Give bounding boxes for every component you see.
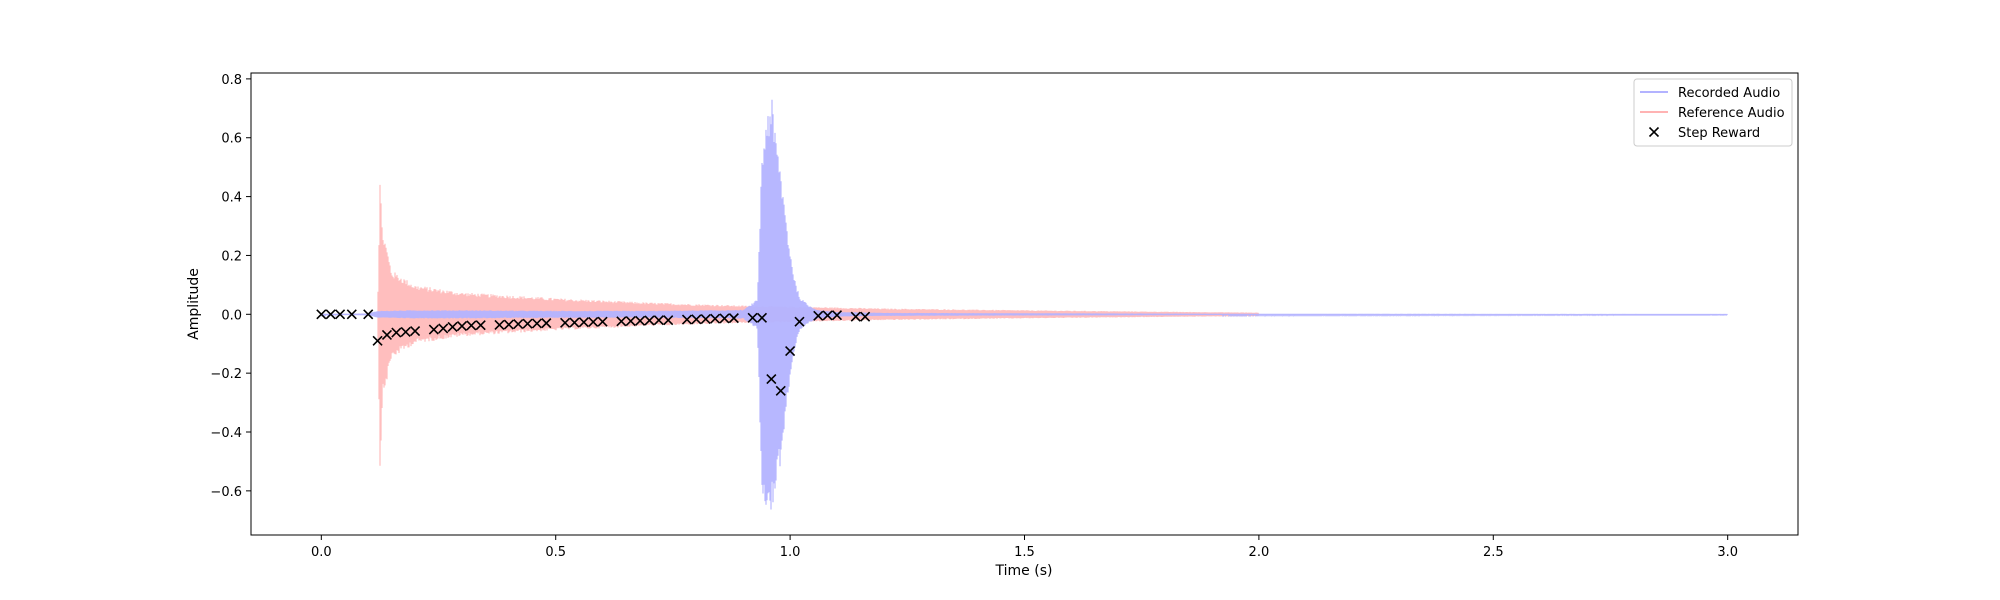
x-tick-label: 2.5 — [1483, 545, 1504, 560]
x-tick-label: 0.0 — [311, 545, 332, 560]
step-reward-point — [822, 310, 833, 321]
step-reward-point — [663, 315, 674, 326]
step-reward-point — [391, 327, 402, 338]
step-reward-point — [456, 321, 468, 332]
step-reward-point — [794, 316, 805, 327]
step-reward-point — [494, 319, 505, 330]
legend-label: Step Reward — [1678, 126, 1760, 141]
step-reward-point — [522, 318, 533, 329]
step-reward-point — [372, 335, 383, 346]
step-reward-point — [653, 315, 664, 326]
y-tick-label: 0.8 — [221, 73, 242, 88]
y-tick-label: −0.2 — [210, 367, 242, 382]
legend-marker-step-reward — [1648, 126, 1660, 138]
step-reward-point — [578, 317, 589, 328]
step-reward-point — [625, 316, 636, 327]
y-tick-label: −0.4 — [210, 426, 242, 441]
step-reward-point — [428, 324, 439, 335]
legend-label: Recorded Audio — [1678, 86, 1780, 101]
step-reward-point — [475, 320, 486, 331]
step-reward-point — [860, 311, 871, 322]
y-axis: −0.6 −0.4 −0.2 0.0 0.2 0.4 0.6 0.8 — [210, 73, 251, 500]
plot-data-area — [316, 99, 1728, 510]
legend-label: Reference Audio — [1678, 106, 1785, 121]
step-reward-point — [597, 316, 608, 327]
legend: Recorded Audio Reference Audio Step Reward — [1633, 78, 1793, 147]
legend-box — [1633, 78, 1793, 147]
step-reward-point — [747, 312, 758, 323]
step-reward-point — [588, 316, 599, 328]
x-tick-label: 1.5 — [1014, 545, 1035, 560]
step-reward-point — [775, 385, 786, 396]
step-reward-point — [335, 309, 346, 320]
step-reward-point — [466, 320, 477, 331]
step-reward-point — [541, 318, 552, 329]
y-tick-label: 0.2 — [221, 249, 242, 264]
step-reward-point — [616, 316, 627, 327]
step-reward-point — [644, 315, 655, 326]
step-reward-point — [531, 318, 543, 329]
step-reward-point — [447, 321, 458, 333]
step-reward-point — [560, 317, 571, 328]
step-reward-point — [400, 326, 411, 338]
step-reward-point — [569, 317, 580, 328]
step-reward-point — [325, 309, 336, 320]
step-reward-point — [513, 318, 524, 330]
step-reward-point — [710, 313, 721, 324]
y-tick-label: −0.6 — [210, 485, 242, 500]
step-reward-point — [766, 373, 777, 385]
step-reward-point — [363, 309, 374, 320]
step-reward-point — [681, 314, 693, 325]
x-axis: 0.0 0.5 1.0 1.5 2.0 2.5 3.0 — [311, 535, 1738, 560]
step-reward-point — [850, 311, 861, 322]
y-tick-label: 0.4 — [221, 191, 242, 206]
step-reward-point — [728, 313, 739, 324]
step-reward-point — [831, 310, 843, 321]
step-reward-point — [691, 314, 702, 325]
y-tick-label: 0.6 — [221, 132, 242, 147]
step-reward-point — [813, 310, 824, 321]
x-tick-label: 0.5 — [545, 545, 566, 560]
x-tick-label: 1.0 — [780, 545, 801, 560]
step-reward-point — [316, 309, 327, 320]
y-axis-label: Amplitude — [186, 268, 202, 340]
step-reward-point — [438, 323, 449, 334]
x-tick-label: 3.0 — [1717, 545, 1738, 560]
x-tick-label: 2.0 — [1249, 545, 1270, 560]
step-reward-point — [756, 312, 768, 323]
step-reward-point — [635, 315, 646, 326]
x-axis-label: Time (s) — [995, 563, 1053, 579]
step-reward-point — [700, 313, 711, 325]
step-reward-point — [719, 313, 730, 324]
step-reward-point — [785, 346, 796, 357]
y-tick-label: 0.0 — [221, 308, 242, 323]
step-reward-point — [503, 319, 514, 330]
step-reward-point — [381, 329, 393, 340]
step-reward-point — [410, 326, 421, 337]
step-reward-point — [346, 309, 357, 320]
